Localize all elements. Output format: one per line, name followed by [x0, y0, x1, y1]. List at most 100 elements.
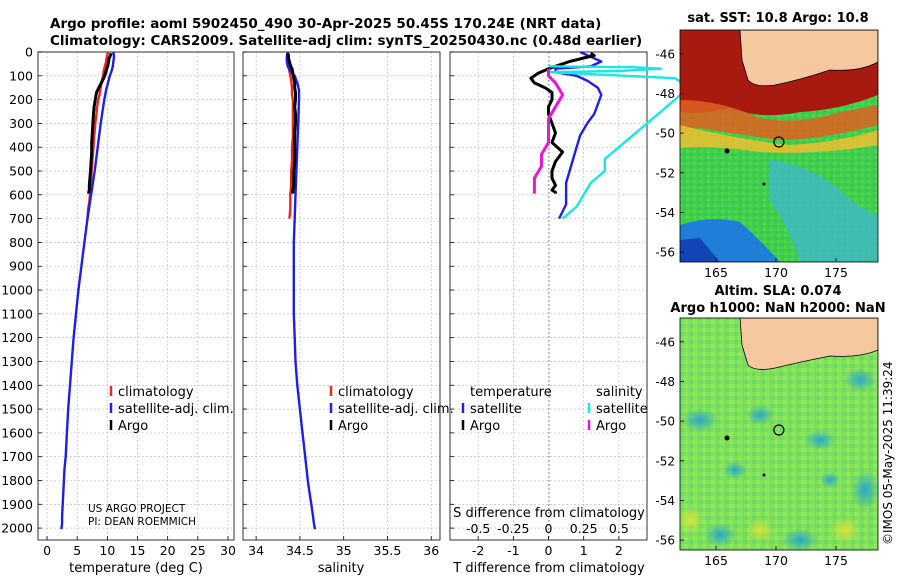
x-tick-label: 36 [423, 543, 439, 558]
y-tick-label: 700 [9, 211, 33, 226]
x-tick-label: 25 [190, 543, 206, 558]
legend-satellite-label: satellite-adj. clim. [118, 402, 234, 417]
x-tick-label: 1 [580, 543, 588, 558]
legend-s-argo-label: Argo [596, 419, 626, 434]
legend-argo-label: Argo [118, 419, 148, 434]
temperature-panel: 0100200300400500600700800900100011001200… [1, 45, 236, 577]
temperature-axes-frame [37, 51, 235, 541]
float-location-marker [773, 424, 785, 436]
s-diff-tick-label: -0.5 [466, 521, 490, 536]
sst-map-frame [679, 29, 879, 263]
map-y-tick-label: -46 [655, 335, 675, 349]
temperature-legend: climatology satellite-adj. clim. Argo [109, 385, 234, 434]
y-tick-label: 1000 [1, 283, 33, 298]
legend-salinity-header: salinity [596, 385, 643, 400]
y-tick-label: 1700 [1, 449, 33, 464]
y-tick-label: 900 [9, 259, 33, 274]
map-x-tick-label: 170 [764, 553, 788, 568]
map-y-tick-label: -56 [655, 534, 675, 548]
x-tick-label: 34.5 [286, 543, 314, 558]
imos-watermark: ©IMOS 05-May-2025 11:39:24 [881, 361, 895, 545]
legend-climatology-label: climatology [338, 385, 414, 400]
y-tick-label: 400 [9, 140, 33, 155]
sla-map-subtitle: Argo h1000: NaN h2000: NaN [670, 301, 885, 316]
sst-field [680, 30, 878, 262]
map-y-tick-label: -48 [655, 87, 675, 101]
series-line-satellite-adj-clim- [60, 51, 116, 530]
y-tick-label: 1900 [1, 497, 33, 512]
map-y-tick-label: -54 [655, 206, 675, 220]
y-tick-label: 1400 [1, 378, 33, 393]
s-difference-xlabel: S difference from climatology [453, 506, 645, 521]
sla-map-title: Altim. SLA: 0.074 [715, 284, 842, 299]
sst-map-title: sat. SST: 10.8 Argo: 10.8 [687, 11, 868, 26]
y-tick-label: 1600 [1, 425, 33, 440]
map-y-tick-label: -50 [655, 415, 675, 429]
x-tick-label: 20 [160, 543, 176, 558]
salinity-legend: climatology satellite-adj. clim. Argo [329, 385, 454, 434]
legend-t-satellite-label: satellite [470, 402, 522, 417]
salinity-xlabel: salinity [318, 561, 365, 576]
x-tick-label: 35 [336, 543, 352, 558]
map-y-tick-label: -56 [655, 246, 675, 260]
y-tick-label: 300 [9, 116, 33, 131]
map-y-tick-label: -54 [655, 494, 675, 508]
s-diff-tick-label: 0 [545, 521, 553, 536]
series-line-argo [87, 52, 113, 194]
y-tick-label: 200 [9, 92, 33, 107]
y-tick-label: 100 [9, 68, 33, 83]
map-x-tick-label: 165 [704, 553, 728, 568]
temperature-xlabel: temperature (deg C) [69, 561, 203, 576]
x-tick-label: 0 [545, 543, 553, 558]
y-tick-label: 1100 [1, 306, 33, 321]
y-tick-label: 0 [25, 45, 33, 60]
float-location-marker [773, 136, 785, 148]
legend-s-satellite-label: satellite [596, 402, 648, 417]
figure-title-line1: Argo profile: aoml 5902450_490 30-Apr-20… [50, 16, 601, 32]
map-y-tick-label: -52 [655, 454, 675, 468]
credit-line1: US ARGO PROJECT [88, 503, 186, 515]
s-diff-tick-label: 0.25 [570, 521, 598, 536]
map-y-tick-label: -48 [655, 375, 675, 389]
map-y-tick-label: -50 [655, 127, 675, 141]
x-tick-label: -2 [472, 543, 484, 558]
y-tick-label: 1800 [1, 473, 33, 488]
series-line-s-satellite [547, 65, 691, 220]
sla-map-frame [679, 317, 879, 551]
series-line-t-satellite [554, 50, 603, 220]
y-tick-label: 500 [9, 164, 33, 179]
sla-field [680, 318, 878, 550]
t-difference-xlabel: T difference from climatology [452, 561, 645, 576]
legend-temperature-header: temperature [470, 385, 552, 400]
legend-climatology-label: climatology [118, 385, 194, 400]
y-tick-label: 1200 [1, 330, 33, 345]
series-line-t-argo [529, 51, 596, 194]
s-diff-tick-label: 0.5 [609, 521, 629, 536]
map-x-tick-label: 170 [764, 265, 788, 280]
y-tick-label: 800 [9, 235, 33, 250]
salinity-panel: 34 34.5 35 35.5 36 salinity climatology sate… [242, 51, 454, 576]
sla-map: Altim. SLA: 0.074 Argo h1000: NaN h2000:… [655, 284, 885, 568]
y-tick-label: 1500 [1, 402, 33, 417]
credit-line2: PI: DEAN ROEMMICH [88, 516, 196, 528]
x-tick-label: 35.5 [374, 543, 402, 558]
y-tick-label: 1300 [1, 354, 33, 369]
legend-argo-label: Argo [338, 419, 368, 434]
map-y-tick-label: -52 [655, 166, 675, 180]
map-x-tick-label: 175 [824, 553, 848, 568]
salinity-axes-frame [242, 51, 441, 541]
x-tick-label: -1 [507, 543, 519, 558]
x-tick-label: 5 [73, 543, 81, 558]
map-y-tick-label: -46 [655, 47, 675, 61]
series-line-s-argo [532, 68, 565, 194]
sst-map: sat. SST: 10.8 Argo: 10.8 165 170 175 -46 -4… [655, 11, 879, 280]
series-line-argo [286, 52, 297, 194]
difference-legend: temperature salinity satellite Argo sate… [461, 385, 648, 434]
legend-t-argo-label: Argo [470, 419, 500, 434]
map-x-tick-label: 175 [824, 265, 848, 280]
x-tick-label: 0 [43, 543, 51, 558]
legend-satellite-label: satellite-adj. clim. [338, 402, 454, 417]
y-tick-label: 2000 [1, 521, 33, 536]
y-tick-label: 600 [9, 187, 33, 202]
